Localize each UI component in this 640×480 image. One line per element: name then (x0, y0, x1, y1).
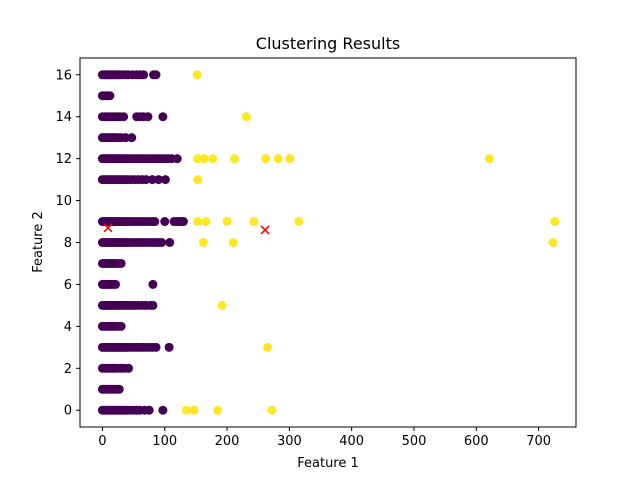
data-point-cluster-1 (213, 405, 223, 415)
data-point-cluster-1 (294, 217, 304, 227)
data-point-cluster-0 (160, 217, 170, 227)
centroid-marker (103, 223, 113, 233)
data-point-cluster-1 (550, 217, 560, 227)
x-tick-label: 500 (402, 434, 427, 449)
x-tick-label: 300 (277, 434, 302, 449)
data-point-cluster-1 (273, 154, 283, 164)
x-axis: 0 100 200 300 400 500 600 700 (98, 427, 551, 449)
data-point-cluster-0 (158, 112, 168, 122)
data-point-cluster-1 (217, 300, 227, 310)
x-tick-label: 400 (339, 434, 364, 449)
y-tick-label: 2 (64, 362, 72, 377)
y-tick-label: 10 (55, 194, 72, 209)
data-point-cluster-0 (172, 154, 182, 164)
data-point-cluster-0 (120, 133, 130, 143)
data-point-cluster-1 (222, 217, 232, 227)
data-point-cluster-0 (116, 258, 126, 268)
data-point-cluster-1 (285, 154, 295, 164)
data-point-cluster-1 (230, 154, 240, 164)
x-tick-label: 600 (464, 434, 489, 449)
data-point-cluster-1 (261, 154, 271, 164)
x-tick-label: 100 (152, 434, 177, 449)
data-point-cluster-0 (143, 112, 153, 122)
data-point-cluster-0 (111, 279, 121, 289)
data-point-cluster-0 (178, 217, 188, 227)
y-tick-label: 14 (55, 110, 72, 125)
x-tick-label: 700 (526, 434, 551, 449)
data-point-cluster-1 (241, 112, 251, 122)
data-point-cluster-0 (105, 91, 115, 101)
data-point-cluster-1 (548, 238, 558, 247)
data-point-cluster-1 (189, 405, 199, 415)
data-point-cluster-0 (158, 405, 168, 415)
data-point-cluster-0 (141, 175, 151, 185)
y-tick-label: 8 (64, 236, 72, 251)
data-point-cluster-1 (228, 238, 238, 247)
data-point-cluster-0 (165, 238, 175, 247)
data-point-cluster-1 (484, 154, 494, 164)
data-point-cluster-0 (164, 342, 174, 352)
data-point-cluster-1 (193, 217, 203, 227)
data-point-cluster-0 (127, 133, 137, 143)
data-point-cluster-1 (267, 405, 277, 415)
data-point-cluster-0 (148, 279, 158, 289)
data-point-cluster-0 (148, 300, 158, 310)
centroid-stroke (103, 223, 113, 233)
data-point-cluster-0 (157, 238, 167, 247)
data-point-cluster-1 (249, 217, 259, 227)
data-point-cluster-0 (124, 363, 134, 373)
chart-title: Clustering Results (256, 34, 400, 53)
x-tick-label: 0 (98, 434, 106, 449)
data-point-cluster-0 (151, 342, 161, 352)
data-point-cluster-0 (144, 405, 154, 415)
data-point-cluster-1 (182, 405, 192, 415)
data-point-cluster-1 (198, 238, 208, 247)
data-point-cluster-1 (208, 154, 218, 164)
data-point-cluster-1 (201, 217, 211, 227)
data-point-cluster-0 (160, 175, 170, 185)
data-point-cluster-0 (151, 70, 161, 80)
data-point-cluster-1 (192, 70, 202, 80)
data-point-cluster-0 (139, 70, 149, 80)
points-layer (97, 70, 560, 415)
y-axis: 0 2 4 6 8 10 12 14 16 (55, 68, 80, 419)
data-point-cluster-1 (199, 154, 209, 164)
data-point-cluster-1 (193, 154, 203, 164)
y-tick-label: 12 (55, 152, 72, 167)
data-point-cluster-0 (116, 321, 126, 331)
y-axis-label: Feature 2 (31, 211, 46, 273)
centroid-stroke (260, 225, 270, 235)
centroids-layer (103, 223, 270, 235)
data-point-cluster-0 (114, 384, 124, 394)
y-tick-label: 6 (64, 278, 72, 293)
y-tick-label: 4 (64, 320, 72, 335)
data-point-cluster-0 (150, 217, 160, 227)
data-point-cluster-1 (263, 342, 273, 352)
data-point-cluster-0 (147, 175, 157, 185)
data-point-cluster-1 (193, 175, 203, 185)
x-tick-label: 200 (215, 434, 240, 449)
y-tick-label: 0 (64, 404, 72, 419)
data-point-cluster-0 (119, 112, 129, 122)
x-axis-label: Feature 1 (297, 456, 359, 471)
y-tick-label: 16 (55, 68, 72, 83)
data-point-cluster-0 (154, 175, 164, 185)
centroid-marker (260, 225, 270, 235)
